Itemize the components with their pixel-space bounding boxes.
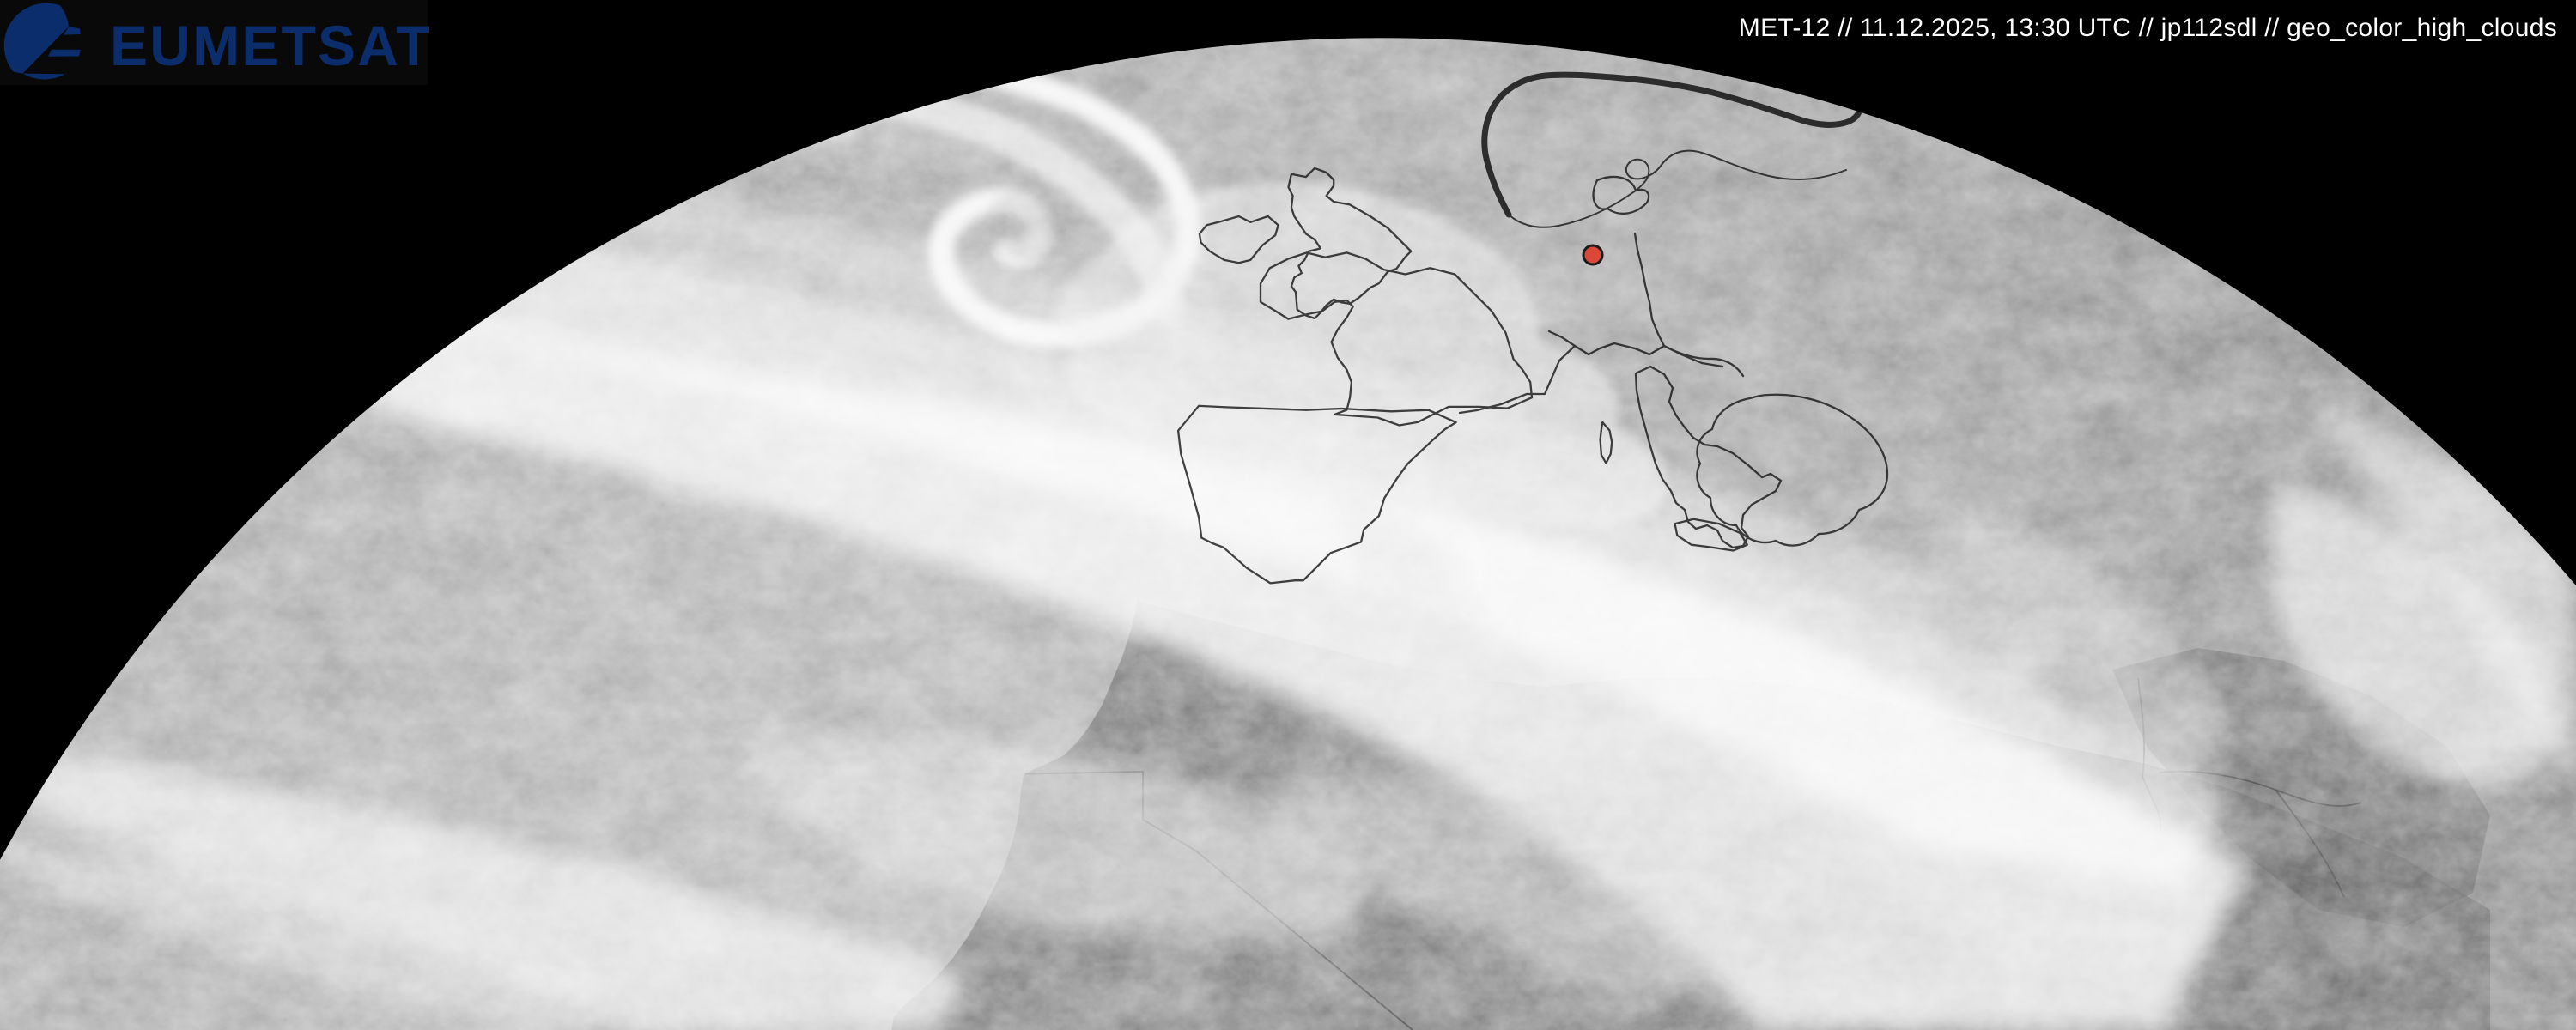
svg-text:EUMETSAT: EUMETSAT bbox=[110, 14, 429, 77]
